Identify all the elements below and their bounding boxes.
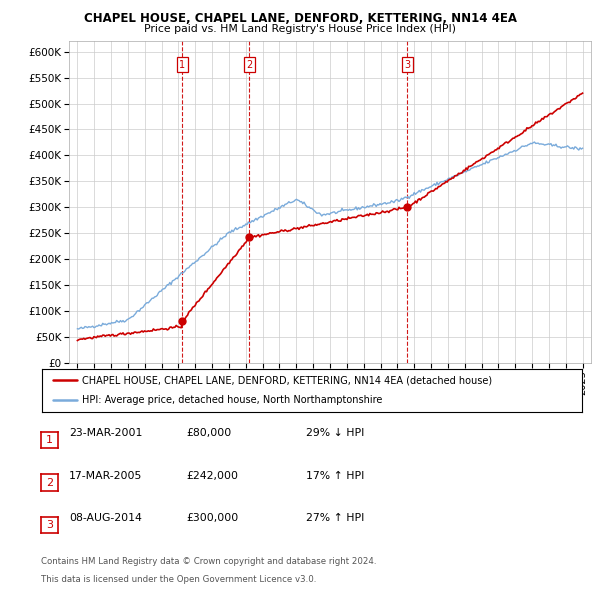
Text: This data is licensed under the Open Government Licence v3.0.: This data is licensed under the Open Gov… (41, 575, 316, 584)
Text: CHAPEL HOUSE, CHAPEL LANE, DENFORD, KETTERING, NN14 4EA: CHAPEL HOUSE, CHAPEL LANE, DENFORD, KETT… (83, 12, 517, 25)
Text: Price paid vs. HM Land Registry's House Price Index (HPI): Price paid vs. HM Land Registry's House … (144, 24, 456, 34)
Text: 17-MAR-2005: 17-MAR-2005 (69, 471, 142, 480)
Text: 1: 1 (179, 60, 185, 70)
Text: 3: 3 (46, 520, 53, 530)
Text: 2: 2 (246, 60, 253, 70)
Text: 3: 3 (404, 60, 410, 70)
Text: CHAPEL HOUSE, CHAPEL LANE, DENFORD, KETTERING, NN14 4EA (detached house): CHAPEL HOUSE, CHAPEL LANE, DENFORD, KETT… (83, 375, 493, 385)
Text: £242,000: £242,000 (186, 471, 238, 480)
Text: 29% ↓ HPI: 29% ↓ HPI (306, 428, 364, 438)
Text: 27% ↑ HPI: 27% ↑ HPI (306, 513, 364, 523)
Text: 1: 1 (46, 435, 53, 445)
Text: £300,000: £300,000 (186, 513, 238, 523)
Text: 23-MAR-2001: 23-MAR-2001 (69, 428, 142, 438)
Text: Contains HM Land Registry data © Crown copyright and database right 2024.: Contains HM Land Registry data © Crown c… (41, 558, 376, 566)
Text: 17% ↑ HPI: 17% ↑ HPI (306, 471, 364, 480)
Text: 2: 2 (46, 478, 53, 487)
Text: 08-AUG-2014: 08-AUG-2014 (69, 513, 142, 523)
Text: £80,000: £80,000 (186, 428, 231, 438)
Text: HPI: Average price, detached house, North Northamptonshire: HPI: Average price, detached house, Nort… (83, 395, 383, 405)
